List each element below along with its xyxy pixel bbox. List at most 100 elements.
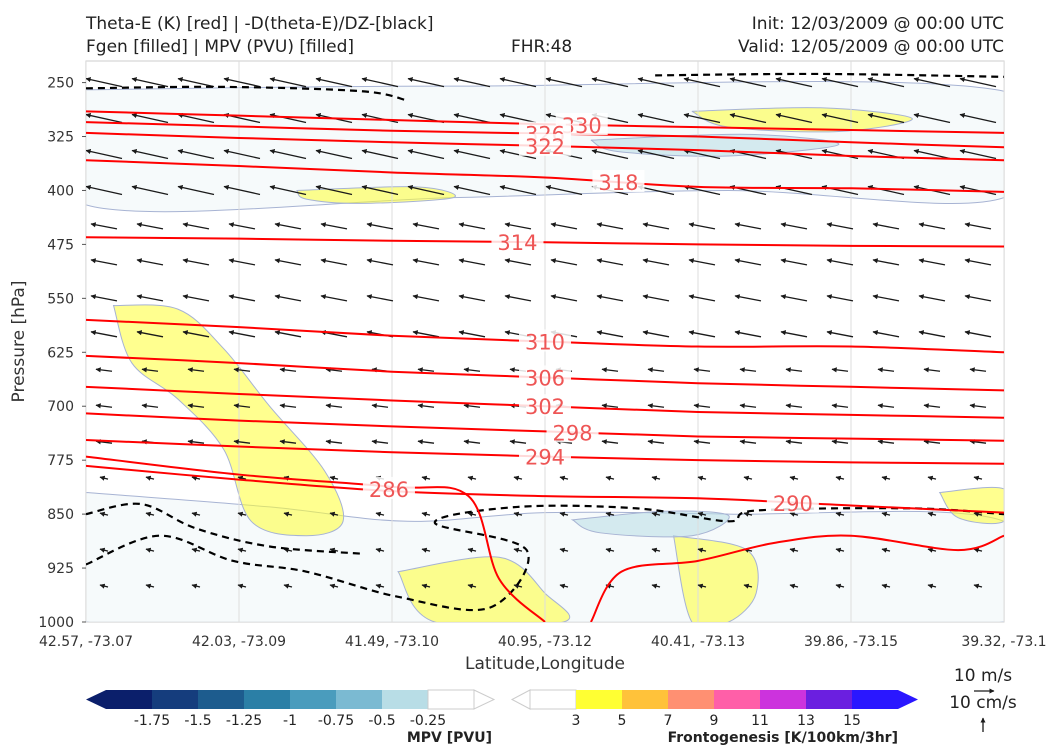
wind-vector [90, 294, 118, 302]
mpv-colorbar-box [382, 690, 428, 709]
wind-vector [959, 77, 997, 88]
wind-vector [959, 113, 997, 124]
wind-vector [780, 222, 808, 230]
wind-vector [504, 258, 532, 266]
y-tick-label: 925 [47, 561, 74, 577]
mpv-colorbar-box [244, 690, 290, 709]
x-tick-label: 41.49, -73.10 [345, 634, 439, 650]
wind-vector [187, 367, 205, 373]
wind-vector [923, 403, 941, 409]
title-line-2: Fgen [filled] | MPV (PVU) [filled] [86, 37, 355, 57]
wind-vector [734, 330, 762, 338]
mpv-colorbar-tick: -1 [283, 713, 297, 729]
wind-vector [826, 258, 854, 266]
wind-vector [647, 403, 665, 409]
wind-vector [371, 439, 389, 445]
contour-label-318: 318 [598, 171, 638, 195]
mpv-colorbar-extend-high [473, 689, 496, 710]
wind-vector [177, 148, 215, 160]
mpv-colorbar-box [427, 689, 475, 710]
wind-vector [969, 367, 987, 373]
mpv-colorbar-box [106, 690, 152, 709]
wind-vector [90, 330, 118, 338]
wind-vector [499, 77, 537, 88]
valid-time: Valid: 12/05/2009 @ 00:00 UTC [738, 37, 1004, 57]
title-line-1: Theta-E (K) [red] | -D(theta-E)/DZ-[blac… [86, 14, 434, 34]
wind-vector [233, 367, 251, 373]
forecast-hour: FHR:48 [511, 37, 573, 57]
wind-vector [499, 113, 537, 124]
fgen-colorbar-box [529, 689, 577, 710]
wind-vector [375, 511, 385, 517]
wind-vector [596, 294, 624, 302]
contour-label-314: 314 [497, 231, 537, 255]
wind-vector [559, 475, 569, 481]
wind-vector [729, 113, 767, 124]
wind-vector [417, 403, 435, 409]
wind-vector [325, 403, 343, 409]
y-tick-label: 625 [47, 345, 74, 361]
theta-e-contour-286-b [590, 534, 1004, 622]
wind-vector [734, 258, 762, 266]
wind-vector [283, 583, 293, 589]
wind-vector [99, 475, 109, 481]
wind-vector [315, 148, 353, 160]
y-tick-label: 550 [47, 291, 74, 307]
wind-vector [417, 367, 435, 373]
mpv-colorbar-extend-low [86, 690, 106, 709]
contour-label-bg [519, 365, 571, 388]
wind-vector [279, 403, 297, 409]
wind-vector [835, 547, 845, 553]
dthetae-dz-contour [86, 85, 408, 102]
mpv-colorbar-tick: -0.25 [410, 713, 446, 729]
wind-vector [743, 511, 753, 517]
x-tick-label: 40.41, -73.13 [651, 634, 745, 650]
wind-vector [361, 77, 399, 88]
wind-vector [99, 511, 109, 517]
wind-vector [642, 222, 670, 230]
wind-vector [734, 294, 762, 302]
wind-vector [412, 330, 440, 338]
wind-vector [969, 439, 987, 445]
wind-vector [789, 547, 799, 553]
wind-vector [421, 511, 431, 517]
wind-vector [182, 222, 210, 230]
wind-vector [499, 184, 537, 196]
contour-label-bg [592, 170, 645, 193]
reference-vector-horizontal-label: 10 m/s [954, 666, 1012, 686]
wind-vector [927, 583, 937, 589]
wind-vector [375, 547, 385, 553]
wind-vector [775, 113, 813, 124]
wind-vector [467, 583, 477, 589]
wind-vector [467, 547, 477, 553]
wind-vector [780, 330, 808, 338]
wind-vector [877, 439, 895, 445]
wind-vector [131, 77, 169, 88]
fgen-colorbar-extend-low [510, 689, 531, 710]
wind-vector [605, 511, 615, 517]
wind-vector [835, 511, 845, 517]
fgen-colorbar-tick: 13 [797, 713, 815, 729]
wind-vector [831, 367, 849, 373]
contour-label-310: 310 [525, 331, 565, 355]
contour-label-294: 294 [525, 446, 565, 470]
wind-vector [973, 547, 983, 553]
wind-vector [550, 294, 578, 302]
wind-vector [237, 511, 247, 517]
fgen-colorbar-box [806, 690, 852, 709]
contour-label-306: 306 [525, 366, 565, 390]
wind-vector [872, 222, 900, 230]
wind-vector [421, 475, 431, 481]
wind-vector [145, 511, 155, 517]
wind-vector [881, 583, 891, 589]
wind-vector [361, 148, 399, 160]
wind-vector [683, 113, 721, 124]
wind-vector [504, 222, 532, 230]
wind-vector [545, 77, 583, 88]
y-tick-label: 400 [47, 183, 74, 199]
wind-vector [683, 184, 721, 196]
wind-vector [145, 547, 155, 553]
wind-vector [605, 475, 615, 481]
dthetae-dz-contour [655, 72, 1004, 78]
wind-vector [315, 184, 353, 196]
